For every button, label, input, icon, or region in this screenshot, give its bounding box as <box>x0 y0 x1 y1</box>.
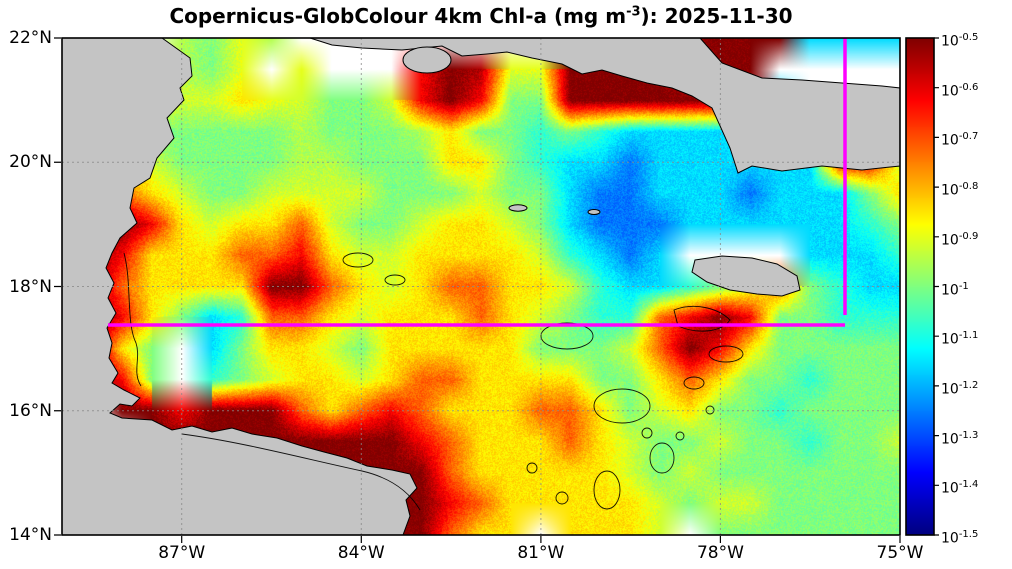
colorbar-tick-base: 10 <box>941 282 959 299</box>
colorbar-tick-exponent: -0.7 <box>958 131 979 143</box>
colorbar-tick-exponent: -0.9 <box>958 230 979 242</box>
x-tick-label: 81°W <box>517 543 565 563</box>
colorbar-tick-base: 10 <box>941 133 959 150</box>
y-axis-labels: 22°N 20°N 18°N 16°N 14°N <box>0 0 52 569</box>
y-tick-label: 18°N <box>9 276 52 297</box>
colorbar-tick-exponent: -1.2 <box>958 379 979 391</box>
y-tick-label: 20°N <box>9 152 52 173</box>
colorbar-tick-exponent: -1.3 <box>958 429 979 441</box>
title-prefix: Copernicus-GlobColour 4km Chl-a (mg m <box>169 4 627 28</box>
title-suffix: ): 2025-11-30 <box>640 4 793 28</box>
colorbar-tick-label: 10-0.9 <box>941 228 978 250</box>
colorbar-tick-label: 10-1.4 <box>941 476 978 498</box>
colorbar-tick-base: 10 <box>941 182 959 199</box>
x-tick-label: 75°W <box>876 543 924 563</box>
title-exponent: -3 <box>626 4 641 20</box>
colorbar-tick-base: 10 <box>941 381 959 398</box>
x-axis-ticks <box>181 536 901 543</box>
colorbar-tick-label: 10-1.2 <box>941 377 978 399</box>
colorbar-tick-exponent: -0.6 <box>958 81 979 93</box>
map-canvas <box>62 38 900 535</box>
colorbar-tick-base: 10 <box>941 83 959 100</box>
x-tick-label: 87°W <box>158 543 206 563</box>
colorbar-tick-label: 10-0.5 <box>941 29 978 51</box>
colorbar-tick-exponent: -1.5 <box>958 529 979 540</box>
colorbar-tick-base: 10 <box>941 33 959 50</box>
y-tick-label: 22°N <box>9 28 52 48</box>
colorbar-tick-exponent: -1.4 <box>958 479 979 491</box>
y-tick-label: 16°N <box>9 400 52 421</box>
colorbar-tick-base: 10 <box>941 530 959 547</box>
colorbar-tick-exponent: -1.1 <box>958 330 979 342</box>
colorbar-tick-base: 10 <box>941 480 959 497</box>
figure-title: Copernicus-GlobColour 4km Chl-a (mg m-3)… <box>62 4 900 28</box>
colorbar-tick-label: 10-0.7 <box>941 128 978 150</box>
colorbar-tick-exponent: -0.8 <box>958 181 979 193</box>
colorbar-tick-label: 10-1 <box>941 278 969 300</box>
colorbar-tick-label: 10-0.8 <box>941 178 978 200</box>
colorbar-canvas <box>906 38 934 535</box>
y-tick-label: 14°N <box>9 525 52 545</box>
colorbar-tick-label: 10-1.1 <box>941 327 978 349</box>
colorbar-tick-exponent: -0.5 <box>958 32 979 43</box>
colorbar-tick-exponent: -1 <box>958 280 969 292</box>
colorbar-tick-label: 10-1.5 <box>941 526 978 548</box>
y-axis-ticks <box>54 37 61 536</box>
colorbar-tick-base: 10 <box>941 331 959 348</box>
colorbar-ticks <box>934 37 939 536</box>
colorbar-tick-label: 10-1.3 <box>941 427 978 449</box>
colorbar-tick-base: 10 <box>941 232 959 249</box>
colorbar-tick-base: 10 <box>941 431 959 448</box>
colorbar-tick-label: 10-0.6 <box>941 79 978 101</box>
x-tick-label: 78°W <box>696 543 744 563</box>
x-tick-label: 84°W <box>337 543 385 563</box>
